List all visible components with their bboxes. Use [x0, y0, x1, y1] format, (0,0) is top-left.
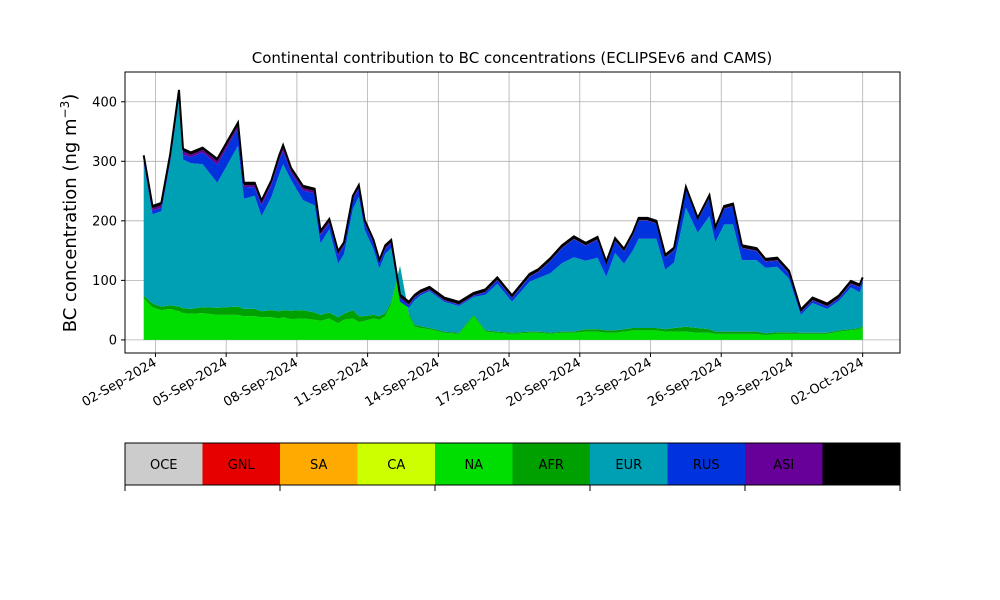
y-tick-label: 0: [109, 333, 117, 348]
chart-title: Continental contribution to BC concentra…: [252, 49, 773, 67]
x-tick-label: 14-Sep-2024: [363, 355, 443, 410]
y-axis-label-main: BC concentration (ng m: [60, 118, 81, 332]
x-tick-label: 26-Sep-2024: [645, 355, 725, 410]
region-colorbar-legend: OCE GNL SA CA NA AFR EUR RUS ASI AUS: [124, 442, 901, 491]
y-axis-ticks: 0 100 200 300 400: [92, 95, 125, 348]
legend-label-ca: CA: [387, 458, 405, 473]
legend-swatch-ca: [357, 443, 436, 485]
legend-swatch-rus: [667, 443, 746, 485]
y-tick-label: 100: [92, 274, 117, 289]
area-afr: [143, 266, 863, 336]
area-eur: [143, 98, 863, 334]
y-tick-label: 300: [92, 155, 117, 170]
legend-frame: [124, 442, 901, 486]
y-tick-label: 400: [92, 95, 117, 110]
x-tick-label: 02-Oct-2024: [788, 355, 866, 409]
plot-frame: [124, 71, 901, 354]
legend-label-oce: OCE: [150, 458, 178, 473]
x-tick-label: 02-Sep-2024: [80, 355, 160, 410]
legend-label-eur: EUR: [615, 458, 642, 473]
y-axis-label-close: ): [60, 94, 81, 101]
legend-swatch-aus: [822, 443, 901, 485]
y-tick-label: 200: [92, 214, 117, 229]
x-tick-label: 23-Sep-2024: [575, 355, 655, 410]
legend-label-gnl: GNL: [228, 458, 256, 473]
legend-label-afr: AFR: [539, 458, 564, 473]
plot-area: [124, 71, 901, 354]
total-line: [142, 89, 864, 312]
y-axis-label-sup: −3: [58, 101, 72, 119]
x-tick-label: 29-Sep-2024: [716, 355, 796, 410]
x-tick-label: 20-Sep-2024: [504, 355, 584, 410]
y-axis-label: BC concentration (ng m−3): [58, 94, 81, 333]
legend-label-na: NA: [464, 458, 483, 473]
legend-label-asi: ASI: [773, 458, 794, 473]
legend-swatch-na: [435, 443, 513, 485]
x-axis-ticks: 02-Sep-202405-Sep-202408-Sep-202411-Sep-…: [80, 353, 867, 410]
legend-swatch-gnl: [202, 443, 281, 485]
stacked-areas: [143, 89, 863, 340]
legend-swatch-sa: [280, 443, 358, 485]
x-tick-label: 05-Sep-2024: [150, 355, 230, 410]
legend-swatch-oce: [125, 443, 203, 485]
legend-label-aus: AUS: [848, 458, 875, 473]
x-tick-label: 17-Sep-2024: [433, 355, 513, 410]
x-tick-label: 11-Sep-2024: [292, 355, 372, 410]
legend-label-rus: RUS: [693, 458, 720, 473]
legend-swatch-eur: [590, 443, 668, 485]
x-tick-label: 08-Sep-2024: [221, 355, 301, 410]
legend-swatch-afr: [512, 443, 591, 485]
legend-swatch-asi: [745, 443, 823, 485]
area-na: [143, 268, 863, 340]
legend-label-sa: SA: [310, 458, 327, 473]
